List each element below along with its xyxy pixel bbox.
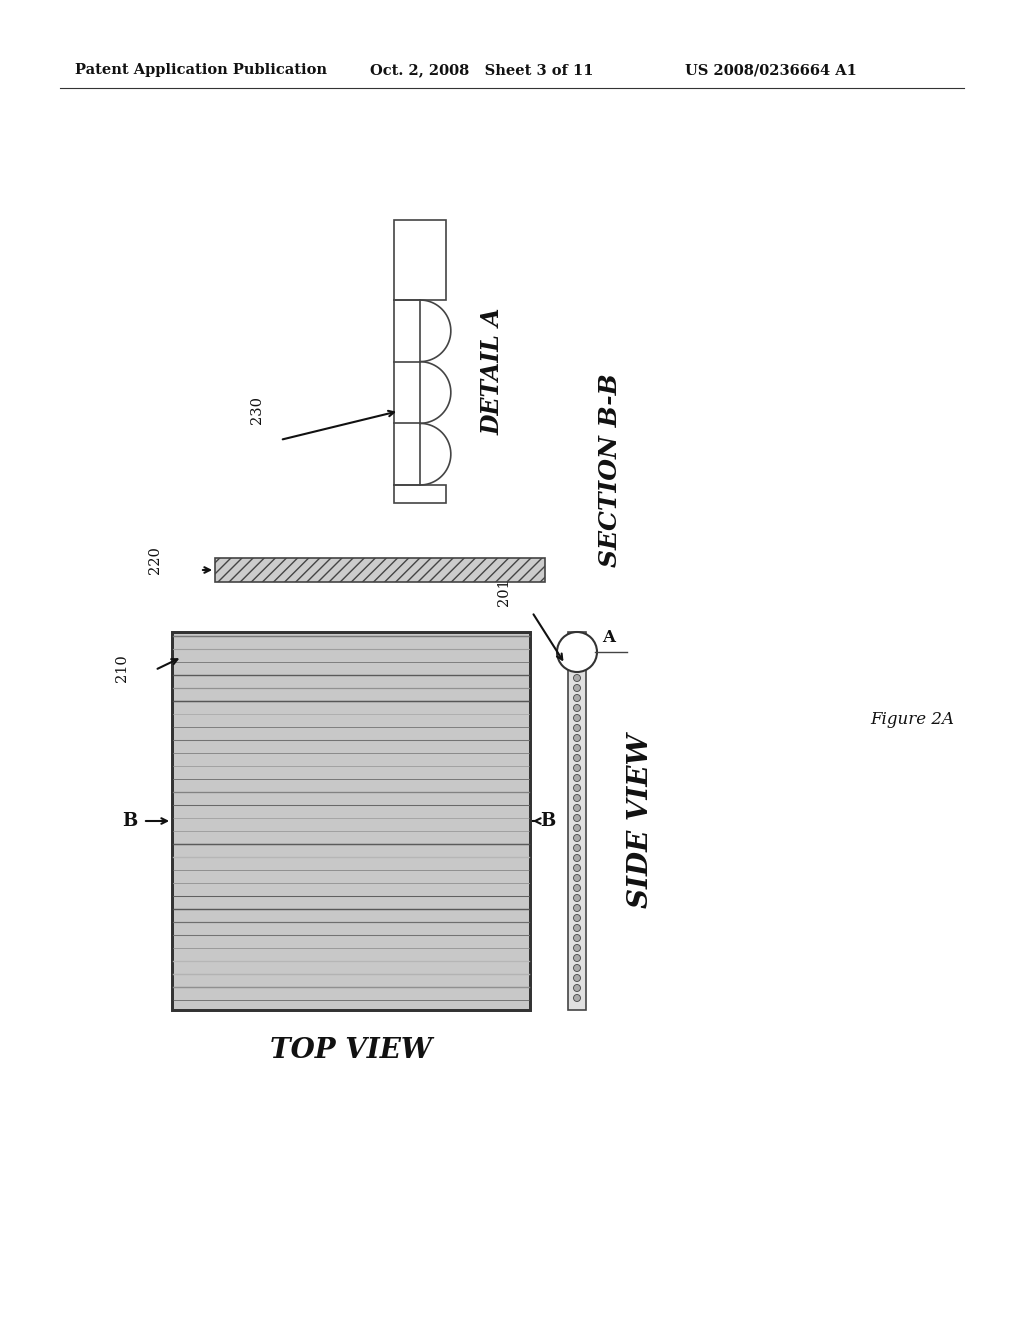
Circle shape: [573, 994, 581, 1002]
Circle shape: [573, 874, 581, 882]
Text: US 2008/0236664 A1: US 2008/0236664 A1: [685, 63, 857, 77]
Text: Figure 2A: Figure 2A: [870, 711, 954, 729]
Text: B: B: [541, 812, 556, 830]
Circle shape: [573, 895, 581, 902]
Circle shape: [573, 954, 581, 961]
Bar: [172, 632, 530, 1010]
Circle shape: [573, 784, 581, 792]
Circle shape: [573, 705, 581, 711]
Circle shape: [573, 904, 581, 912]
Circle shape: [573, 924, 581, 932]
Text: Oct. 2, 2008   Sheet 3 of 11: Oct. 2, 2008 Sheet 3 of 11: [370, 63, 594, 77]
Circle shape: [573, 985, 581, 991]
Bar: [172, 632, 530, 1010]
Text: 220: 220: [148, 546, 162, 574]
Circle shape: [573, 725, 581, 731]
Circle shape: [573, 744, 581, 751]
Circle shape: [573, 635, 581, 642]
Circle shape: [573, 884, 581, 891]
Circle shape: [573, 734, 581, 742]
Circle shape: [573, 675, 581, 681]
Circle shape: [557, 632, 597, 672]
Text: 230: 230: [250, 396, 264, 424]
Text: B: B: [123, 812, 137, 830]
Circle shape: [573, 845, 581, 851]
Circle shape: [573, 764, 581, 771]
Text: Patent Application Publication: Patent Application Publication: [75, 63, 327, 77]
Text: 210: 210: [115, 655, 129, 682]
Circle shape: [573, 775, 581, 781]
Text: SIDE VIEW: SIDE VIEW: [628, 734, 654, 908]
Circle shape: [573, 965, 581, 972]
Circle shape: [573, 834, 581, 842]
Text: SECTION B-B: SECTION B-B: [598, 374, 622, 566]
Bar: [215, 558, 545, 582]
Circle shape: [573, 814, 581, 821]
Circle shape: [573, 974, 581, 982]
Circle shape: [573, 795, 581, 801]
Text: A: A: [602, 628, 615, 645]
Circle shape: [573, 935, 581, 941]
Circle shape: [573, 804, 581, 812]
Circle shape: [573, 915, 581, 921]
Bar: [568, 632, 586, 1010]
Circle shape: [573, 825, 581, 832]
Bar: [394, 484, 446, 503]
Bar: [394, 220, 446, 300]
Circle shape: [573, 945, 581, 952]
Text: TOP VIEW: TOP VIEW: [270, 1036, 432, 1064]
Circle shape: [573, 664, 581, 672]
Circle shape: [573, 655, 581, 661]
Text: DETAIL A: DETAIL A: [481, 308, 505, 436]
Text: 201: 201: [497, 578, 511, 606]
Circle shape: [573, 714, 581, 722]
Circle shape: [573, 755, 581, 762]
Circle shape: [573, 685, 581, 692]
Circle shape: [573, 694, 581, 701]
Circle shape: [573, 854, 581, 862]
Circle shape: [573, 865, 581, 871]
Circle shape: [573, 644, 581, 652]
